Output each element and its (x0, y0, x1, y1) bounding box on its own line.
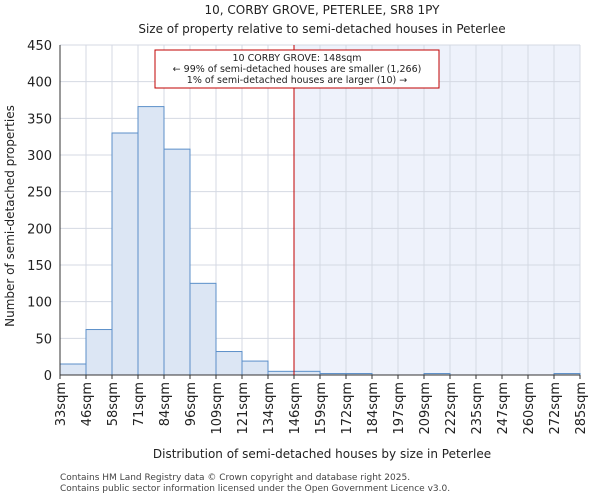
bar (215, 351, 243, 376)
y-tick-label: 150 (27, 259, 52, 274)
x-tick-label: 222sqm (444, 382, 459, 435)
bar (293, 370, 321, 376)
x-tick-label: 58sqm (106, 382, 121, 426)
x-axis-label: Distribution of semi-detached houses by … (153, 447, 491, 461)
annotation-box (154, 49, 440, 89)
footer-copyright: Contains HM Land Registry data © Crown c… (60, 473, 411, 483)
bar (137, 106, 165, 376)
y-tick-label: 450 (27, 39, 52, 54)
x-tick-label: 159sqm (314, 382, 329, 435)
bar (267, 370, 295, 376)
x-tick-label: 46sqm (80, 382, 95, 426)
histogram-svg: 10, CORBY GROVE, PETERLEE, SR8 1PY Size … (3, 3, 589, 461)
x-tick-label: 146sqm (288, 382, 303, 435)
x-tick-label: 197sqm (392, 382, 407, 435)
x-tick-label: 109sqm (210, 382, 225, 435)
chart-title: 10, CORBY GROVE, PETERLEE, SR8 1PY (205, 3, 441, 17)
x-tick-label: 84sqm (158, 382, 173, 426)
x-tick-label: 96sqm (184, 382, 199, 426)
x-tick-label: 71sqm (132, 382, 147, 426)
x-tick-label: 172sqm (340, 382, 355, 435)
bar (85, 329, 113, 376)
y-tick-label: 400 (27, 76, 52, 91)
x-tick-label: 33sqm (54, 382, 69, 426)
y-tick-label: 0 (44, 369, 52, 384)
x-tick-label: 235sqm (470, 382, 485, 435)
highlight-region (294, 45, 580, 375)
y-tick-label: 350 (27, 112, 52, 127)
bar (59, 363, 87, 376)
x-tick-label: 209sqm (418, 382, 433, 435)
bar (189, 282, 217, 376)
bar (241, 360, 269, 376)
x-tick-label: 184sqm (366, 382, 381, 435)
y-tick-label: 50 (35, 332, 52, 347)
footer-licence: Contains public sector information licen… (60, 484, 451, 494)
x-tick-label: 134sqm (262, 382, 277, 435)
annotation-line: 1% of semi-detached houses are larger (1… (187, 75, 407, 86)
annotation-line: ← 99% of semi-detached houses are smalle… (173, 64, 422, 75)
x-tick-label: 272sqm (548, 382, 563, 435)
chart-subtitle: Size of property relative to semi-detach… (138, 22, 505, 36)
x-tick-label: 247sqm (496, 382, 511, 435)
y-tick-label: 100 (27, 296, 52, 311)
bar (111, 132, 139, 376)
y-tick-label: 200 (27, 222, 52, 237)
x-tick-label: 121sqm (236, 382, 251, 435)
y-tick-label: 250 (27, 186, 52, 201)
x-tick-label: 260sqm (522, 382, 537, 435)
bar (163, 148, 191, 376)
annotation-line: 10 CORBY GROVE: 148sqm (232, 53, 361, 64)
y-axis-label: Number of semi-detached properties (3, 105, 17, 327)
x-tick-label: 285sqm (574, 382, 589, 435)
y-tick-label: 300 (27, 149, 52, 164)
